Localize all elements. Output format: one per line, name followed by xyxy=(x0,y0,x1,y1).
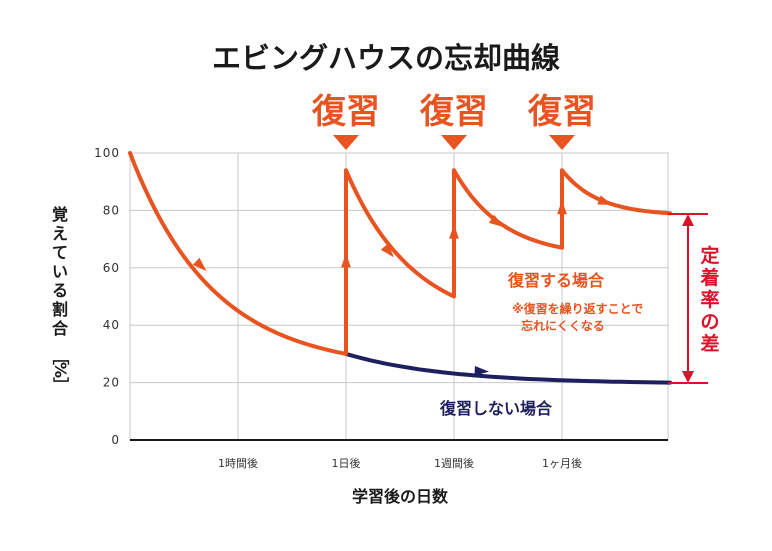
series-review-arrow-2 xyxy=(488,214,504,227)
y-axis-label-char: て xyxy=(52,243,68,262)
series-review-decay-1 xyxy=(344,168,456,299)
y-axis-ticks: 0 20 40 60 80 100 xyxy=(94,146,120,447)
retention-diff-label-char: 着 xyxy=(700,266,719,289)
review-label-2: 復習 xyxy=(419,92,488,132)
x-axis-label: 学習後の日数 xyxy=(352,487,449,506)
series-review-jump-arrow-1 xyxy=(341,253,351,268)
series-review-decay-0 xyxy=(128,151,348,356)
series-review-arrow-0 xyxy=(192,257,207,272)
retention-diff-label-char: の xyxy=(700,311,719,333)
review-labels: 復習 復習 復習 xyxy=(311,92,596,150)
series-review-arrow-1 xyxy=(380,243,394,258)
series-layer xyxy=(128,151,672,385)
series-review-decay-3 xyxy=(560,168,672,216)
y-axis-percent-open: ［ xyxy=(51,349,70,365)
y-tick-label: 100 xyxy=(94,146,120,160)
chart-title: エビングハウスの忘却曲線 xyxy=(212,41,560,75)
y-axis-label-char: 覚 xyxy=(52,205,68,224)
plot-frame xyxy=(129,152,669,441)
y-tick-label: 80 xyxy=(103,203,120,217)
y-axis-label-char: 合 xyxy=(52,319,69,338)
y-axis-label-char: 割 xyxy=(52,300,68,319)
review-note-line1: ※復習を繰り返すことで xyxy=(512,301,643,316)
x-axis-ticks: 1時間後 1日後 1週間後 1ヶ月後 xyxy=(218,456,582,470)
y-axis-label-char: い xyxy=(52,262,68,281)
review-case-label: 復習する場合 xyxy=(507,271,605,290)
retention-diff-label-char: 差 xyxy=(700,332,719,355)
review-label-1: 復習 xyxy=(311,92,380,132)
y-axis-percent-close: ］ xyxy=(51,377,70,393)
review-marker-2 xyxy=(441,135,467,150)
y-axis-label-char: る xyxy=(52,281,68,300)
series-review-jump-arrow-3 xyxy=(557,199,567,215)
x-tick-label: 1ヶ月後 xyxy=(542,456,582,470)
x-tick-label: 1日後 xyxy=(332,456,361,470)
series-review-jump-arrow-2 xyxy=(449,224,459,239)
y-tick-label: 40 xyxy=(103,318,120,332)
y-tick-label: 60 xyxy=(103,261,120,275)
y-axis-label-char: え xyxy=(52,224,68,243)
review-marker-1 xyxy=(333,135,359,150)
review-note-line2: 忘れにくくなる xyxy=(521,318,605,333)
no-review-case-label: 復習しない場合 xyxy=(439,399,553,418)
series-review-decay-2 xyxy=(452,168,564,250)
series-no-review-line xyxy=(344,351,672,385)
y-tick-label: 20 xyxy=(103,376,120,390)
retention-diff-label-char: 定 xyxy=(700,244,719,267)
review-marker-3 xyxy=(549,135,575,150)
retention-diff-label-char: 率 xyxy=(700,288,719,311)
review-label-3: 復習 xyxy=(527,92,596,132)
series-no-review-arrow xyxy=(474,365,489,376)
y-tick-label: 0 xyxy=(111,433,120,447)
y-axis-percent: % xyxy=(51,362,70,378)
x-tick-label: 1週間後 xyxy=(434,456,474,470)
plot-grid xyxy=(129,152,669,441)
series-review-arrow-3 xyxy=(597,195,613,205)
x-tick-label: 1時間後 xyxy=(218,456,258,470)
